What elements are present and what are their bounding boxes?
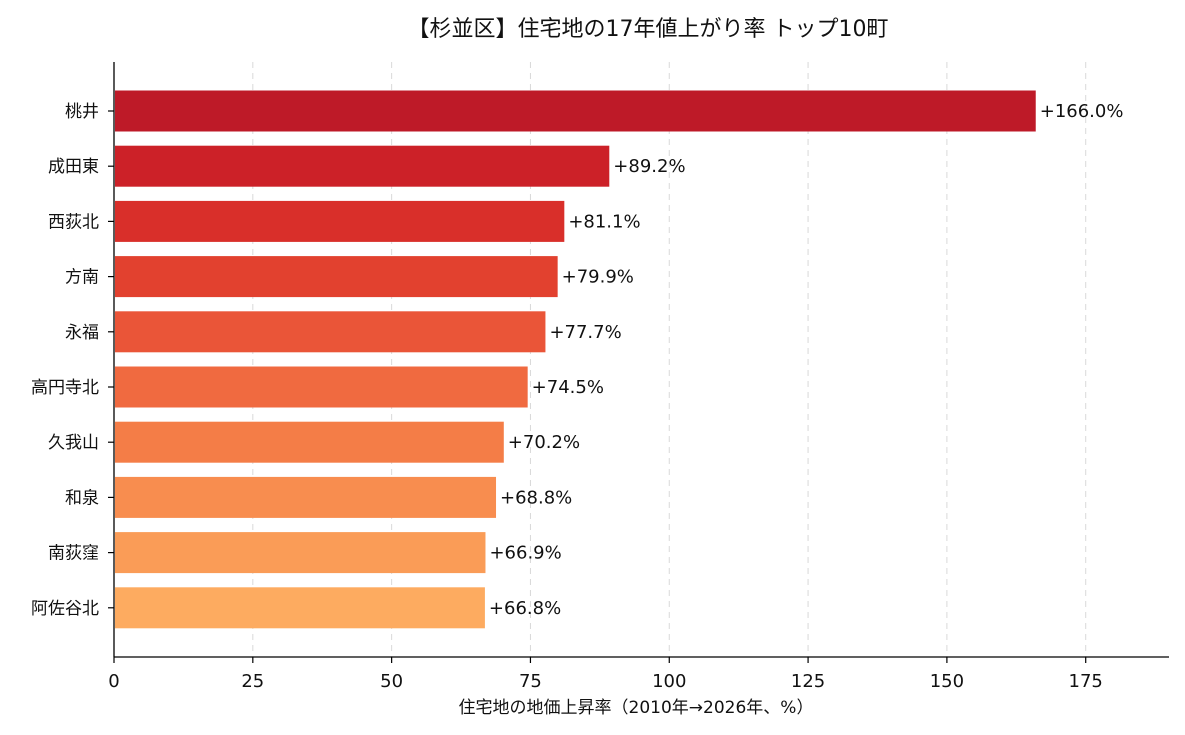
x-tick-label: 25: [241, 671, 264, 692]
value-label: +66.8%: [489, 598, 561, 619]
x-tick-label: 75: [519, 671, 542, 692]
x-axis-label: 住宅地の地価上昇率（2010年→2026年、%）: [459, 698, 814, 718]
value-label: +77.7%: [549, 322, 621, 343]
value-label: +81.1%: [568, 211, 640, 232]
value-label: +89.2%: [613, 156, 685, 177]
category-label: 和泉: [65, 488, 99, 508]
x-tick-label: 175: [1069, 671, 1103, 692]
bar-8: [115, 476, 497, 518]
x-tick-label: 0: [108, 671, 119, 692]
value-label: +74.5%: [532, 377, 604, 398]
chart-title: 【杉並区】住宅地の17年値上がり率 トップ10町: [408, 17, 889, 42]
category-label: 南荻窪: [48, 544, 99, 564]
x-tick-label: 125: [791, 671, 825, 692]
bar-1: [115, 90, 1036, 132]
x-tick-label: 150: [930, 671, 964, 692]
value-label: +79.9%: [562, 267, 634, 288]
bar-9: [115, 532, 486, 574]
category-label: 久我山: [48, 433, 99, 453]
category-label: 桃井: [65, 102, 99, 122]
bar-3: [115, 200, 565, 242]
category-label: 高円寺北: [31, 378, 99, 398]
value-label: +166.0%: [1040, 101, 1124, 122]
category-label: 西荻北: [48, 212, 99, 232]
bar-10: [115, 587, 485, 629]
bar-7: [115, 421, 504, 463]
category-label: 永福: [65, 323, 99, 343]
bar-6: [115, 366, 528, 408]
bars: 桃井 +166.0% 成田東 +89.2% 西荻北 +81.1% 方南 +79.9% 永福 +77…: [31, 90, 1124, 629]
bar-2: [115, 145, 610, 187]
x-ticks: 0 25 50 75 100 125 150 175: [108, 657, 1103, 692]
x-tick-label: 100: [652, 671, 686, 692]
category-label: 阿佐谷北: [31, 599, 99, 619]
axes: [113, 62, 1169, 658]
category-label: 成田東: [48, 157, 99, 177]
category-label: 方南: [65, 268, 99, 288]
x-tick-label: 50: [380, 671, 403, 692]
value-label: +70.2%: [508, 432, 580, 453]
bar-5: [115, 311, 546, 353]
value-label: +66.9%: [489, 543, 561, 564]
bar-4: [115, 256, 558, 298]
value-label: +68.8%: [500, 487, 572, 508]
